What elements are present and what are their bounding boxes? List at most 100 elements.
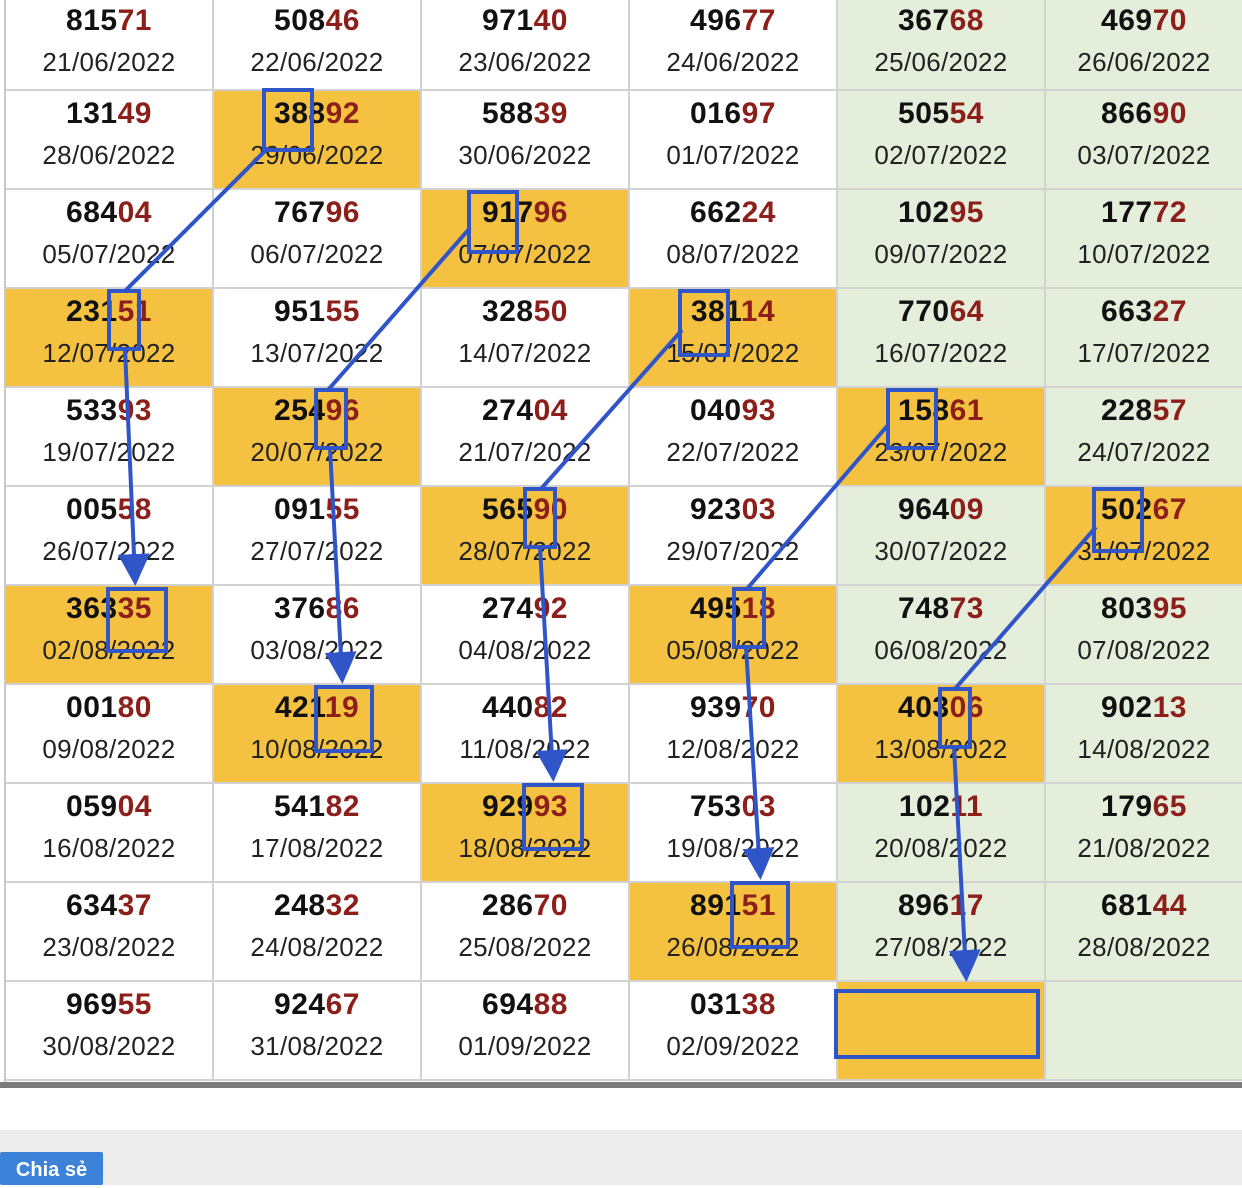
result-date: 14/08/2022 [1077, 734, 1211, 764]
result-number: 17772 [1046, 198, 1242, 228]
result-number: 89617 [838, 891, 1044, 921]
number-tail: 11 [950, 790, 984, 823]
number-tail: 67 [325, 988, 360, 1021]
result-date: 04/08/2022 [458, 635, 592, 665]
result-date: 19/08/2022 [666, 833, 800, 863]
result-cell: 50267 31/07/2022 [1046, 487, 1242, 586]
number-head: 891 [690, 889, 742, 922]
number-tail: 61 [949, 394, 984, 427]
result-date: 03/08/2022 [250, 635, 384, 665]
number-tail: 57 [1152, 394, 1187, 427]
result-date: 17/07/2022 [1077, 338, 1211, 368]
result-date: 17/08/2022 [250, 833, 384, 863]
number-head: 381 [690, 295, 741, 328]
result-number: 44082 [422, 693, 628, 723]
number-tail: 55 [325, 493, 360, 526]
result-date: 13/07/2022 [250, 338, 384, 368]
number-tail: 88 [533, 988, 568, 1021]
result-date: 28/08/2022 [1077, 932, 1211, 962]
number-tail: 35 [117, 592, 152, 625]
number-head: 102 [898, 196, 950, 229]
result-date: 06/08/2022 [874, 635, 1008, 665]
result-number: 50846 [214, 6, 420, 36]
number-tail: 55 [117, 988, 152, 1021]
result-number: 27492 [422, 594, 628, 624]
result-cell: 96955 30/08/2022 [6, 982, 214, 1081]
number-tail: 73 [949, 592, 984, 625]
result-number: 66327 [1046, 297, 1242, 327]
result-date: 24/07/2022 [1077, 437, 1211, 467]
result-date: 09/08/2022 [42, 734, 176, 764]
result-cell: 93970 12/08/2022 [630, 685, 838, 784]
number-head: 179 [1101, 790, 1153, 823]
result-date: 26/08/2022 [666, 932, 800, 962]
result-number: 05904 [6, 792, 212, 822]
number-tail: 67 [1152, 493, 1187, 526]
result-cell: 22857 24/07/2022 [1046, 388, 1242, 487]
result-date: 24/08/2022 [250, 932, 384, 962]
result-cell: 38892 29/06/2022 [214, 91, 422, 190]
result-number: 54182 [214, 792, 420, 822]
number-tail: 09 [949, 493, 984, 526]
number-head: 917 [482, 196, 534, 229]
number-tail: 13 [1152, 691, 1187, 724]
number-head: 016 [690, 97, 742, 130]
number-tail: 44 [1152, 889, 1187, 922]
result-cell: 97140 23/06/2022 [422, 0, 630, 91]
result-number: 76796 [214, 198, 420, 228]
result-number: 00180 [6, 693, 212, 723]
result-number: 95155 [214, 297, 420, 327]
result-number: 32850 [422, 297, 628, 327]
result-number: 22857 [1046, 396, 1242, 426]
number-tail: 90 [1152, 97, 1187, 130]
result-cell: 69488 01/09/2022 [422, 982, 630, 1081]
number-head: 421 [274, 691, 325, 724]
number-tail: 96 [533, 196, 568, 229]
number-tail: 70 [533, 889, 568, 922]
result-number: 96409 [838, 495, 1044, 525]
number-head: 495 [690, 592, 742, 625]
number-head: 939 [690, 691, 742, 724]
number-head: 254 [274, 394, 326, 427]
number-head: 367 [898, 4, 950, 37]
result-date: 16/07/2022 [874, 338, 1008, 368]
result-cell: 66327 17/07/2022 [1046, 289, 1242, 388]
number-head: 177 [1101, 196, 1153, 229]
result-date: 23/08/2022 [42, 932, 176, 962]
result-date: 22/07/2022 [666, 437, 800, 467]
result-number: 75303 [630, 792, 836, 822]
result-cell: 90213 14/08/2022 [1046, 685, 1242, 784]
share-button[interactable]: Chia sẻ [0, 1152, 103, 1185]
result-cell: 96409 30/07/2022 [838, 487, 1046, 586]
number-head: 565 [482, 493, 534, 526]
result-number: 68144 [1046, 891, 1242, 921]
number-head: 228 [1101, 394, 1153, 427]
result-cell: 56590 28/07/2022 [422, 487, 630, 586]
number-tail: 51 [741, 889, 776, 922]
result-cell [838, 982, 1046, 1081]
result-number: 68404 [6, 198, 212, 228]
number-head: 951 [274, 295, 326, 328]
result-date: 05/08/2022 [666, 635, 800, 665]
result-cell: 49677 24/06/2022 [630, 0, 838, 91]
number-tail: 14 [740, 295, 776, 328]
result-number: 58839 [422, 99, 628, 129]
result-number: 53393 [6, 396, 212, 426]
number-head: 031 [690, 988, 742, 1021]
result-date: 30/08/2022 [42, 1031, 176, 1061]
result-number: 13149 [6, 99, 212, 129]
result-number: 01697 [630, 99, 836, 129]
result-number: 00558 [6, 495, 212, 525]
result-date: 30/06/2022 [458, 140, 592, 170]
result-cell: 46970 26/06/2022 [1046, 0, 1242, 91]
result-date: 16/08/2022 [42, 833, 176, 863]
result-cell: 63437 23/08/2022 [6, 883, 214, 982]
result-cell: 10211 20/08/2022 [838, 784, 1046, 883]
number-tail: 04 [117, 790, 152, 823]
result-date: 23/06/2022 [458, 47, 592, 77]
number-tail: 51 [117, 295, 152, 328]
result-number: 10211 [838, 792, 1044, 822]
number-tail: 32 [325, 889, 360, 922]
result-number: 03138 [630, 990, 836, 1020]
number-tail: 72 [1152, 196, 1187, 229]
